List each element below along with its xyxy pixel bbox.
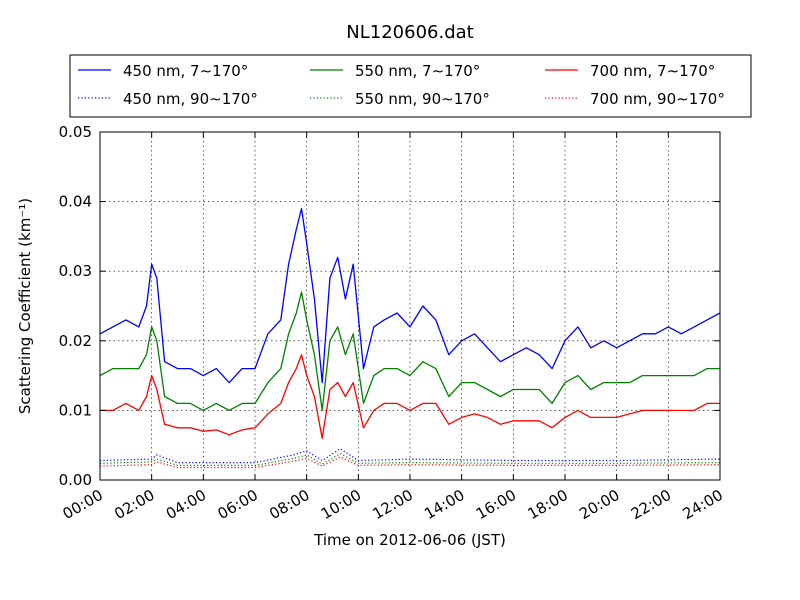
x-tick-label: 00:00 xyxy=(60,486,106,523)
series-group xyxy=(99,207,721,469)
x-axis-label: Time on 2012-06-06 (JST) xyxy=(313,531,506,549)
plot-area xyxy=(100,132,720,480)
y-tick-label: 0.03 xyxy=(59,262,92,280)
series-line-0 xyxy=(99,207,721,384)
x-tick-label: 04:00 xyxy=(163,486,209,523)
legend-box xyxy=(69,54,752,118)
legend-label: 700 nm, 90∼170° xyxy=(590,90,725,108)
x-tick-label: 22:00 xyxy=(628,486,674,523)
chart-title: NL120606.dat xyxy=(346,22,473,43)
x-tick-label: 20:00 xyxy=(576,486,622,523)
series-line-5 xyxy=(99,456,721,469)
y-tick-label: 0.01 xyxy=(59,401,92,419)
x-tick-label: 12:00 xyxy=(370,486,416,523)
series-line-2 xyxy=(100,354,720,439)
y-axis-label: Scattering Coefficient (km⁻¹) xyxy=(16,198,34,414)
x-tick-label: 18:00 xyxy=(525,486,571,523)
legend-label: 700 nm, 7∼170° xyxy=(590,62,715,80)
x-tick-label: 10:00 xyxy=(318,486,364,523)
y-tick-label: 0.02 xyxy=(59,332,92,350)
x-tick-label: 08:00 xyxy=(266,486,312,523)
y-axis: 0.00 0.01 0.02 0.03 0.04 0.05 xyxy=(59,123,720,489)
x-tick-label: 06:00 xyxy=(215,486,261,523)
x-tick-label: 14:00 xyxy=(421,486,467,523)
legend-label: 450 nm, 7∼170° xyxy=(123,62,248,80)
x-tick-label: 02:00 xyxy=(111,486,157,523)
series-line-1 xyxy=(99,291,720,412)
legend-label: 550 nm, 7∼170° xyxy=(355,62,480,80)
series-line-4 xyxy=(99,453,721,466)
y-tick-label: 0.04 xyxy=(59,193,92,211)
x-tick-label: 16:00 xyxy=(473,486,519,523)
y-tick-label: 0.05 xyxy=(59,123,92,141)
legend-label: 550 nm, 90∼170° xyxy=(355,90,490,108)
x-tick-label: 24:00 xyxy=(680,486,726,523)
legend-label: 450 nm, 90∼170° xyxy=(123,90,258,108)
series-line-3 xyxy=(99,448,721,464)
legend: 450 nm, 7∼170° 550 nm, 7∼170° 700 nm, 7∼17… xyxy=(69,54,752,118)
y-tick-label: 0.00 xyxy=(59,471,92,489)
